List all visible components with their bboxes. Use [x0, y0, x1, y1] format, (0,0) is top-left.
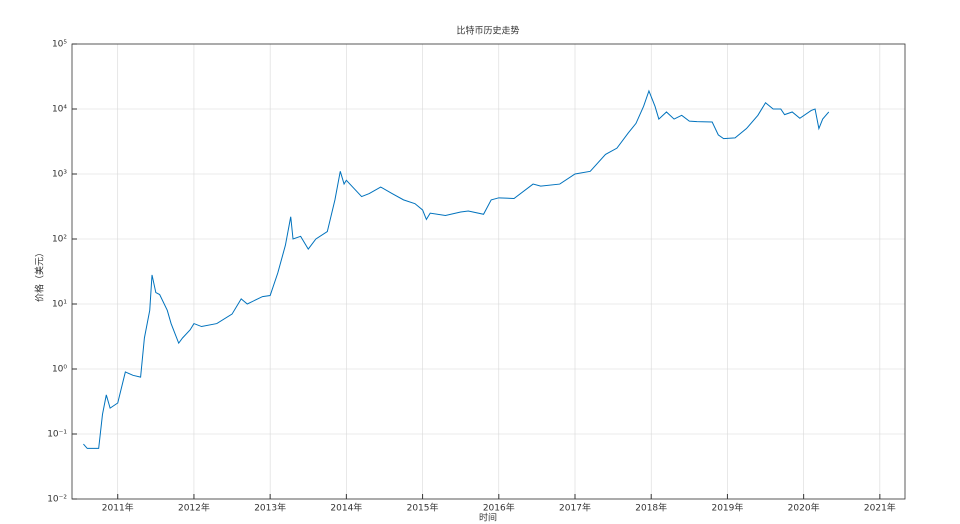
x-tick-label: 2015年: [407, 502, 439, 514]
x-axis-label: 时间: [479, 512, 497, 524]
x-tick-label: 2020年: [788, 502, 820, 514]
y-tick-label: 10⁵: [52, 40, 67, 50]
chart-title: 比特币历史走势: [456, 25, 519, 37]
x-tick-label: 2017年: [559, 502, 591, 514]
y-tick-label: 10²: [52, 235, 67, 245]
x-tick-label: 2013年: [254, 502, 286, 514]
x-tick-label: 2021年: [864, 502, 896, 514]
y-tick-label: 10¹: [52, 300, 67, 310]
y-axis-label: 价格（美元）: [34, 248, 46, 302]
plot-frame: [71, 43, 906, 500]
price-line: [83, 89, 830, 449]
y-tick-label: 10⁻¹: [47, 430, 67, 440]
x-tick-label: 2014年: [330, 502, 362, 514]
x-tick-label: 2011年: [102, 502, 134, 514]
x-tick-label: 2018年: [635, 502, 667, 514]
y-tick-label: 10³: [52, 170, 67, 180]
y-tick-label: 10⁰: [52, 365, 67, 375]
x-tick-label: 2012年: [178, 502, 210, 514]
x-tick-label: 2016年: [483, 502, 515, 514]
x-tick-label: 2019年: [711, 502, 743, 514]
y-tick-label: 10⁻²: [47, 495, 67, 505]
y-tick-label: 10⁴: [52, 105, 67, 115]
